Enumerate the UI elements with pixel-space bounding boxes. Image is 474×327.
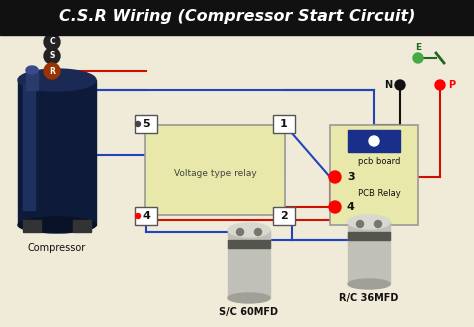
Text: S: S — [49, 51, 55, 60]
Bar — [348, 130, 400, 152]
Bar — [145, 125, 285, 215]
Circle shape — [369, 136, 379, 146]
Circle shape — [255, 229, 262, 235]
Text: N: N — [384, 80, 392, 90]
Circle shape — [44, 48, 60, 64]
Text: Voltage type relay: Voltage type relay — [173, 169, 256, 179]
Text: P: P — [448, 80, 455, 90]
Text: 5: 5 — [142, 119, 150, 129]
Text: R: R — [49, 66, 55, 76]
Text: S/C 60MFD: S/C 60MFD — [219, 307, 279, 317]
Circle shape — [44, 63, 60, 79]
Bar — [228, 230, 270, 298]
Bar — [73, 220, 91, 232]
Circle shape — [356, 220, 364, 228]
Text: Compressor: Compressor — [28, 243, 86, 253]
Ellipse shape — [18, 217, 96, 233]
Bar — [18, 80, 96, 225]
Circle shape — [136, 122, 140, 127]
Circle shape — [374, 220, 382, 228]
Bar — [23, 85, 35, 210]
Ellipse shape — [228, 223, 270, 237]
Text: pcb board: pcb board — [358, 157, 400, 165]
Circle shape — [237, 229, 244, 235]
Ellipse shape — [348, 215, 390, 229]
Circle shape — [136, 214, 140, 218]
Circle shape — [44, 34, 60, 50]
Text: E: E — [415, 43, 421, 53]
Bar — [0, 0, 474, 35]
Text: 3: 3 — [347, 172, 355, 182]
Bar — [330, 125, 418, 225]
Text: C.S.R Wiring (Compressor Start Circuit): C.S.R Wiring (Compressor Start Circuit) — [59, 9, 415, 25]
Ellipse shape — [348, 279, 390, 289]
Ellipse shape — [18, 69, 96, 91]
Circle shape — [413, 53, 423, 63]
Text: 4: 4 — [142, 211, 150, 221]
Text: 1: 1 — [280, 119, 288, 129]
Circle shape — [435, 80, 445, 90]
Bar — [135, 115, 157, 133]
Circle shape — [395, 80, 405, 90]
Bar — [135, 207, 157, 225]
Text: R/C 36MFD: R/C 36MFD — [339, 293, 399, 303]
Bar — [273, 115, 295, 133]
Text: 4: 4 — [347, 202, 355, 212]
Text: 2: 2 — [280, 211, 288, 221]
Bar — [23, 220, 41, 232]
Text: C: C — [49, 38, 55, 46]
Ellipse shape — [228, 293, 270, 303]
Bar — [348, 222, 390, 284]
Text: PCB Relay: PCB Relay — [357, 188, 401, 198]
Circle shape — [329, 201, 341, 213]
Ellipse shape — [26, 66, 38, 74]
Bar — [273, 207, 295, 225]
Bar — [26, 70, 38, 90]
Bar — [348, 232, 390, 240]
Bar — [228, 240, 270, 248]
Circle shape — [329, 171, 341, 183]
